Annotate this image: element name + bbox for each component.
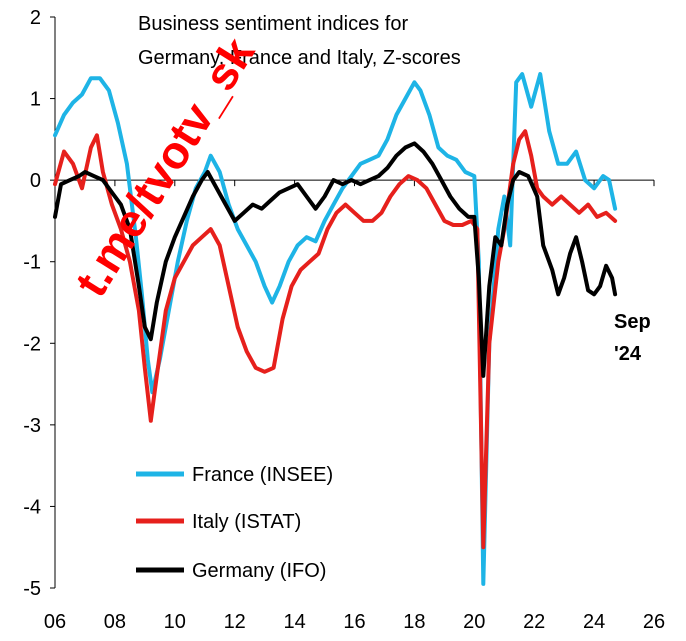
series-lines <box>53 72 618 586</box>
x-tick-label: 08 <box>104 611 126 633</box>
title-line-1: Business sentiment indices for <box>138 13 408 35</box>
x-tick-label: 22 <box>523 611 545 633</box>
y-tick-label: -1 <box>23 252 41 274</box>
series-line-germany <box>53 141 618 378</box>
annotation-year: '24 <box>614 343 642 365</box>
y-tick-label: 1 <box>30 89 41 111</box>
legend-label-italy: Italy (ISTAT) <box>192 511 301 533</box>
x-tick-label: 24 <box>583 611 605 633</box>
y-tick-label: -4 <box>23 496 41 518</box>
x-tick-label: 06 <box>44 611 66 633</box>
x-tick-label: 20 <box>463 611 485 633</box>
y-tick-label: 2 <box>30 7 41 29</box>
series-line-france <box>53 72 618 586</box>
date-annotation: Sep '24 <box>614 311 651 365</box>
annotation-month: Sep <box>614 311 651 333</box>
tick-labels: 210-1-2-3-4-506 08 10 12 14 16 18 20 22 24 26 <box>23 7 665 633</box>
x-tick-label: 12 <box>224 611 246 633</box>
series-line-italy <box>53 129 618 550</box>
legend-label-france: France (INSEE) <box>192 464 333 486</box>
chart-title: Business sentiment indices for Germany, … <box>138 13 461 69</box>
x-tick-label: 10 <box>164 611 186 633</box>
y-tick-label: -2 <box>23 333 41 355</box>
y-tick-label: -3 <box>23 415 41 437</box>
y-tick-label: 0 <box>30 170 41 192</box>
legend: France (INSEE) Italy (ISTAT) Germany (IF… <box>136 464 333 582</box>
x-tick-label: 16 <box>343 611 365 633</box>
title-line-2: Germany, France and Italy, Z-scores <box>138 47 461 69</box>
x-tick-label: 26 <box>643 611 665 633</box>
x-tick-label: 14 <box>283 611 305 633</box>
axes <box>50 16 655 589</box>
legend-label-germany: Germany (IFO) <box>192 560 326 582</box>
y-tick-label: -5 <box>23 578 41 600</box>
x-tick-label: 18 <box>403 611 425 633</box>
